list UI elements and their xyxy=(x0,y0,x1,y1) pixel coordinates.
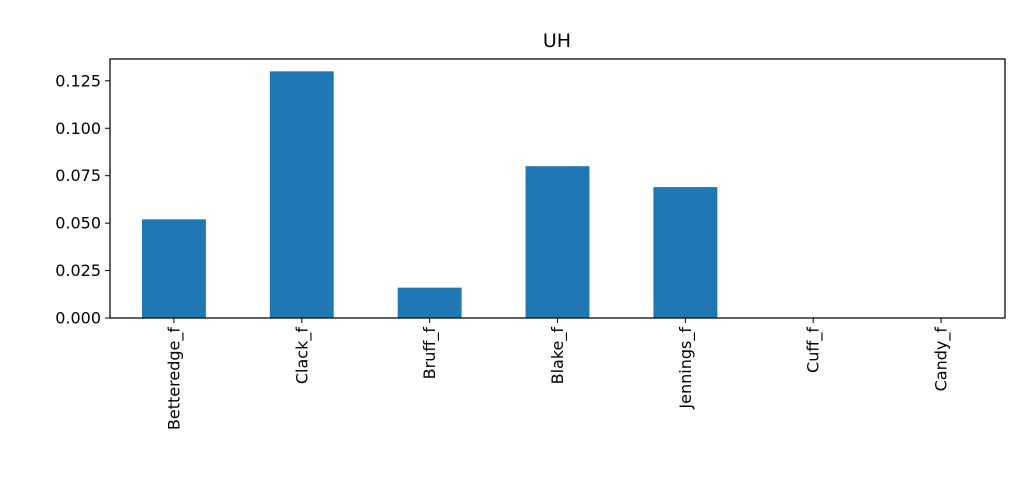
bars-group xyxy=(141,71,718,318)
y-tick-label: 0.125 xyxy=(55,71,101,90)
x-tick-label: Betteredge_f xyxy=(164,327,184,430)
y-axis: 0.000 0.025 0.050 0.075 0.100 0.125 xyxy=(55,71,110,328)
x-tick-label: Blake_f xyxy=(548,327,568,385)
plot-frame xyxy=(109,58,1006,319)
x-tick-label: Clack_f xyxy=(292,327,312,384)
bar-blake-f xyxy=(525,166,590,318)
y-tick-label: 0.100 xyxy=(55,119,101,138)
bar-clack-f xyxy=(269,71,334,318)
y-tick-label: 0.025 xyxy=(55,261,101,280)
bar-jennings-f xyxy=(653,187,718,318)
y-tick-label: 0.000 xyxy=(55,309,101,328)
bar-betteredge-f xyxy=(141,219,206,318)
x-tick-label: Candy_f xyxy=(932,327,952,392)
chart-title: UH xyxy=(543,30,571,52)
x-axis: Betteredge_f Clack_f Bruff_f Blake_f Jenning… xyxy=(164,318,952,430)
x-tick-label: Jennings_f xyxy=(676,327,696,410)
x-tick-label: Bruff_f xyxy=(420,327,440,380)
y-tick-label: 0.075 xyxy=(55,166,101,185)
x-tick-label: Cuff_f xyxy=(804,327,824,373)
y-tick-label: 0.050 xyxy=(55,214,101,233)
bar-bruff-f xyxy=(397,287,462,318)
